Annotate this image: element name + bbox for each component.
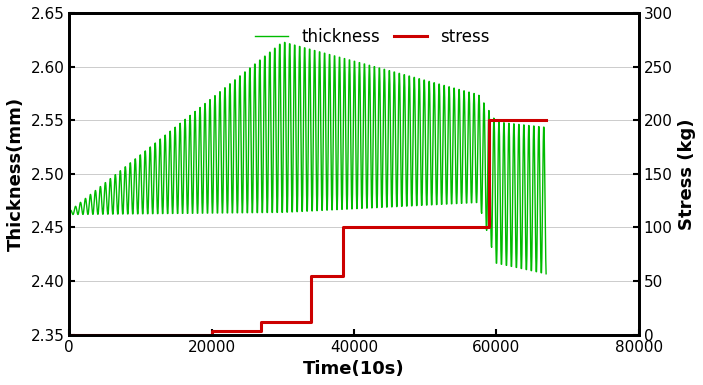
thickness xyxy=(90,195,98,200)
thickness xyxy=(65,211,73,215)
stress xyxy=(257,320,266,324)
Line: stress: stress xyxy=(69,120,546,335)
Legend: thickness, stress: thickness, stress xyxy=(248,21,496,53)
Line: thickness: thickness xyxy=(69,42,546,274)
thickness xyxy=(330,54,339,58)
X-axis label: Time(10s): Time(10s) xyxy=(303,360,405,378)
thickness xyxy=(280,40,289,45)
Y-axis label: Stress (kg): Stress (kg) xyxy=(678,118,696,229)
thickness xyxy=(283,193,291,198)
stress xyxy=(485,118,494,122)
stress xyxy=(307,273,316,278)
stress xyxy=(207,329,216,334)
stress xyxy=(207,332,216,337)
stress xyxy=(65,332,73,337)
stress xyxy=(307,320,316,324)
stress xyxy=(339,225,347,230)
thickness xyxy=(396,84,404,89)
stress xyxy=(257,329,266,334)
thickness xyxy=(542,271,550,276)
thickness xyxy=(295,60,304,65)
Y-axis label: Thickness(mm): Thickness(mm) xyxy=(7,97,25,251)
stress xyxy=(542,118,550,122)
thickness xyxy=(482,191,490,196)
stress xyxy=(485,225,494,230)
stress xyxy=(339,273,347,278)
